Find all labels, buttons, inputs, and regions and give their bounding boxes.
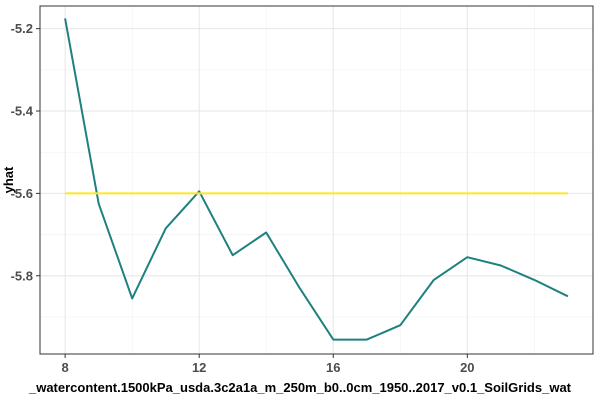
x-axis-title: _watercontent.1500kPa_usda.3c2a1a_m_250m… (28, 380, 572, 395)
x-tick-label: 16 (326, 360, 340, 375)
series-layer (64, 18, 569, 341)
x-tick-label: 8 (62, 360, 69, 375)
y-tick-label: -5.4 (11, 104, 34, 119)
x-tick-label: 20 (460, 360, 474, 375)
axes-layer: 8 12 16 20 -5.2 -5.4 -5.6 -5.8 (11, 21, 475, 375)
y-tick-label: -5.6 (11, 186, 33, 201)
y-tick-label: -5.2 (11, 21, 33, 36)
series-line-1 (64, 18, 569, 341)
x-tick-label: 12 (192, 360, 206, 375)
y-tick-label: -5.8 (11, 268, 33, 283)
plot-border (39, 5, 594, 355)
grid-lines (40, 6, 593, 354)
plot-panel (40, 6, 593, 354)
y-axis-title: yhat (1, 166, 16, 193)
